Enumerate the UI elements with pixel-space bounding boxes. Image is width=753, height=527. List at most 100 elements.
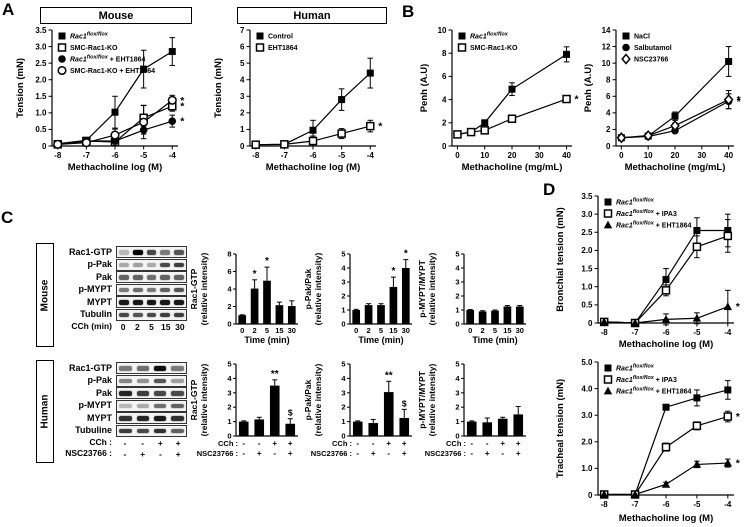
svg-text:30: 30: [697, 151, 706, 160]
svg-text:-: -: [258, 439, 261, 448]
chart-b-penh-ko: 0 2 4 6 8 10 0 10 20 30 40 Methacholine (mg/mL) Penh…: [419, 26, 579, 173]
svg-text:2.0: 2.0: [581, 438, 593, 447]
blot-footer-label: CCh (min): [71, 321, 112, 332]
blot-band: [118, 300, 129, 305]
svg-text:CCh :: CCh :: [332, 439, 352, 448]
blot-strip: [116, 387, 187, 400]
svg-text:-4: -4: [724, 500, 732, 509]
svg-text:Rac1flox/flox + EHT1864: Rac1flox/flox + EHT1864: [616, 387, 691, 396]
svg-text:+: +: [371, 449, 376, 458]
svg-text:2: 2: [341, 403, 345, 412]
blot-band: [174, 250, 185, 255]
svg-text:*: *: [180, 101, 185, 113]
svg-text:5: 5: [341, 250, 345, 259]
svg-text:*: *: [737, 94, 742, 106]
blot-band: [160, 300, 171, 305]
svg-text:2: 2: [227, 302, 231, 311]
blot-footer-value: -: [123, 448, 127, 459]
svg-text:NSC23766 :: NSC23766 :: [425, 449, 466, 458]
svg-text:+: +: [485, 449, 490, 458]
svg-text:*: *: [378, 121, 383, 133]
blot-band: [119, 403, 132, 408]
svg-text:15: 15: [503, 326, 511, 335]
svg-text:20: 20: [671, 151, 680, 160]
svg-text:4: 4: [341, 374, 346, 383]
svg-text:2: 2: [606, 125, 611, 134]
svg-text:Tracheal tension (mN): Tracheal tension (mN): [555, 379, 566, 478]
svg-text:*: *: [391, 266, 395, 277]
svg-text:40: 40: [562, 151, 571, 160]
blot-row-label: Rac1-GTP: [68, 246, 112, 257]
svg-text:0.5: 0.5: [581, 301, 593, 310]
svg-text:(relative intensity): (relative intensity): [199, 252, 209, 325]
svg-text:-5: -5: [140, 151, 148, 160]
svg-text:*: *: [253, 269, 257, 280]
svg-text:Salbutamol: Salbutamol: [634, 45, 672, 52]
svg-text:6: 6: [240, 42, 245, 51]
blot-band: [136, 366, 150, 371]
svg-text:4: 4: [442, 95, 447, 104]
svg-text:Methacholine (mg/mL): Methacholine (mg/mL): [625, 162, 726, 173]
svg-text:1.5: 1.5: [35, 92, 47, 101]
svg-text:-: -: [242, 439, 245, 448]
blot-strip: [116, 374, 187, 387]
svg-text:Rac1-GTP: Rac1-GTP: [189, 379, 199, 420]
svg-text:Rac1flox/flox + IPA3: Rac1flox/flox + IPA3: [616, 209, 677, 218]
svg-text:-6: -6: [662, 500, 670, 509]
svg-text:12: 12: [602, 42, 611, 51]
blot-row: p-MYPT: [54, 283, 187, 297]
blot-band: [174, 300, 185, 305]
blot-band: [132, 312, 143, 317]
blot-footer-value: +: [157, 437, 163, 448]
blot-band: [132, 275, 143, 280]
blot-row: MYPT: [54, 296, 187, 309]
svg-text:*: *: [736, 301, 741, 313]
svg-text:+: +: [386, 439, 391, 448]
svg-text:-6: -6: [111, 151, 119, 160]
svg-text:5: 5: [240, 59, 245, 68]
blot-strip: [116, 399, 187, 412]
panel-b-label: B: [402, 2, 415, 21]
svg-text:Tension (mN): Tension (mN): [15, 58, 26, 118]
svg-text:15: 15: [389, 326, 397, 335]
blot-footer-value: +: [175, 437, 181, 448]
blot-footer-row: NSC23766 : - + - +: [54, 448, 187, 459]
blot-band: [174, 275, 185, 280]
blot-footer-value: +: [175, 448, 181, 459]
svg-text:1: 1: [227, 417, 231, 426]
svg-text:1.5: 1.5: [581, 264, 593, 273]
panel-c-label: C: [1, 208, 14, 227]
chart-a-mouse-tension: 0 0.5 1.0 1.5 2.0 2.5 3.0 3.5 -8 -7 -6 -5 -4 Methacho…: [15, 26, 185, 173]
blot-row-label: Pak: [95, 387, 112, 398]
blot-band: [174, 287, 185, 292]
svg-text:Penh (A.U): Penh (A.U): [419, 64, 430, 113]
blot-band: [132, 300, 143, 305]
svg-text:Rac1-GTP: Rac1-GTP: [189, 268, 199, 309]
svg-text:0: 0: [455, 432, 459, 441]
blot-band: [118, 312, 129, 317]
svg-text:SMC-Rac1-KO + EHT1864: SMC-Rac1-KO + EHT1864: [70, 68, 155, 75]
svg-text:(relative intensity): (relative intensity): [427, 252, 437, 325]
blot-band: [160, 287, 171, 292]
svg-text:5: 5: [455, 250, 459, 259]
svg-text:3: 3: [227, 388, 231, 397]
svg-text:+: +: [500, 439, 505, 448]
blot-footer-value: 30: [175, 321, 185, 332]
blot-strip: [116, 271, 187, 284]
svg-text:-: -: [356, 449, 359, 458]
panel-d-label: D: [543, 180, 556, 199]
svg-text:2: 2: [253, 326, 257, 335]
svg-text:2: 2: [367, 326, 371, 335]
svg-text:*: *: [404, 249, 408, 260]
svg-text:SMC-Rac1-KO: SMC-Rac1-KO: [470, 45, 518, 52]
blot-band: [160, 275, 171, 280]
svg-text:Methacholine log (M): Methacholine log (M): [619, 339, 713, 350]
blot-row-label: Tubulin: [80, 309, 112, 320]
blot-footer-value: 0: [120, 321, 126, 332]
blot-band: [119, 366, 132, 371]
svg-text:-4: -4: [724, 328, 732, 337]
svg-text:Methacholine log (M): Methacholine log (M): [619, 513, 713, 524]
blot-band: [119, 428, 132, 433]
blot-band: [160, 262, 171, 267]
